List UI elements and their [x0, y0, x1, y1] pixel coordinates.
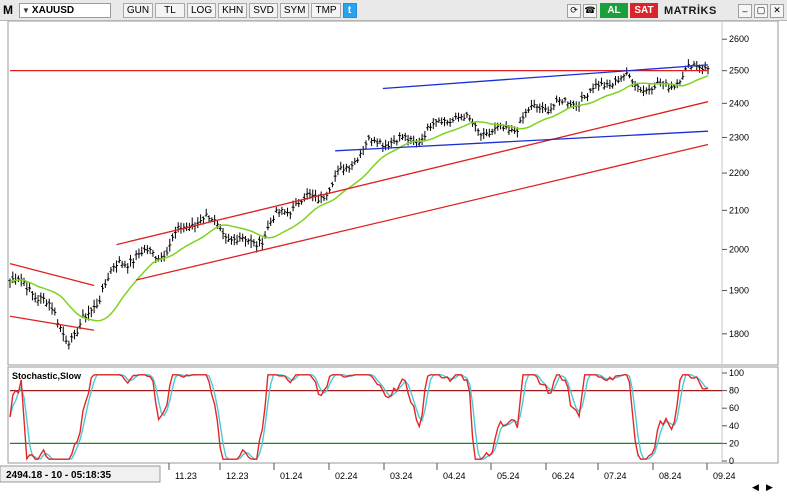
restore-icon[interactable]: ▢: [754, 3, 768, 18]
symbol-field[interactable]: ▼ XAUUSD: [19, 2, 111, 18]
stoch-tick-label: 0: [729, 456, 734, 466]
scroll-left-icon[interactable]: ◀: [752, 482, 759, 492]
downtrend-channel-top: [9, 262, 95, 287]
moving-average-line: [9, 75, 709, 322]
minimize-icon[interactable]: –: [738, 3, 752, 18]
stochastic-title: Stochastic,Slow: [12, 371, 82, 381]
log-button[interactable]: LOG: [187, 2, 217, 18]
x-tick-label: 08.24: [659, 471, 682, 481]
toolbar: M ▼ XAUUSD GUN TL LOG KHN SVD SYM TMP t …: [0, 0, 787, 21]
price-tick-label: 2100: [729, 205, 749, 215]
close-icon[interactable]: ✕: [770, 3, 784, 18]
stoch-tick-label: 40: [729, 421, 739, 431]
chart-area[interactable]: 2600 2500 2400 2300 2200 2100 2000 1900 1800 100 8…: [0, 21, 787, 498]
period-button-tl[interactable]: TL: [155, 2, 185, 18]
stoch-tick-label: 20: [729, 438, 739, 448]
x-tick-label: 01.24: [280, 471, 303, 481]
scroll-right-icon[interactable]: ▶: [766, 482, 773, 492]
price-tick-label: 2000: [729, 244, 749, 254]
x-tick-label: 04.24: [443, 471, 466, 481]
brand-logo: MATRİKS: [664, 4, 717, 17]
uptrend-channel-top: [116, 101, 709, 246]
stoch-k-line: [9, 374, 709, 461]
x-tick-label: 05.24: [497, 471, 520, 481]
buy-button[interactable]: AL: [600, 3, 628, 18]
x-tick-label: 02.24: [335, 471, 358, 481]
blue-resistance-line: [382, 64, 709, 90]
status-readout: 2494.18 - 10 - 05:18:35: [6, 470, 112, 481]
uptrend-channel-bottom: [135, 143, 709, 281]
chevron-down-icon: ▼: [22, 5, 30, 15]
price-panel-frame: [7, 21, 779, 366]
price-layer: [8, 59, 710, 350]
stochastic-panel-frame: [7, 366, 779, 464]
x-tick-label: 07.24: [604, 471, 627, 481]
price-tick-label: 2200: [729, 168, 749, 178]
price-tick-label: 1900: [729, 286, 749, 296]
blue-support-line: [335, 130, 709, 152]
x-tick-label: 12.23: [226, 471, 249, 481]
downtrend-channel-bottom: [9, 315, 95, 331]
sell-button[interactable]: SAT: [630, 3, 658, 18]
period-button-gun[interactable]: GUN: [123, 2, 153, 18]
x-tick-label: 06.24: [552, 471, 575, 481]
price-tick-label: 2500: [729, 66, 749, 76]
x-tick-label: 09.24: [713, 471, 736, 481]
svd-button[interactable]: SVD: [249, 2, 278, 18]
x-tick-label: 11.23: [175, 471, 197, 481]
stoch-tick-label: 80: [729, 386, 739, 396]
refresh-icon[interactable]: ⟳: [567, 3, 581, 18]
axis-layer: 2600 2500 2400 2300 2200 2100 2000 1900 1800 100 8…: [168, 34, 749, 481]
khn-button[interactable]: KHN: [218, 2, 248, 18]
twitter-icon[interactable]: t: [342, 2, 357, 18]
price-tick-label: 2400: [729, 98, 749, 108]
stochastic-layer: [9, 374, 722, 461]
x-tick-label: 03.24: [390, 471, 413, 481]
app-logo: M: [3, 3, 13, 17]
stoch-tick-label: 100: [729, 368, 744, 378]
symbol-value: XAUUSD: [31, 4, 75, 16]
stoch-tick-label: 60: [729, 403, 739, 413]
price-tick-label: 2600: [729, 34, 749, 44]
status-readout-box: [0, 465, 161, 483]
phone-icon[interactable]: ☎: [583, 3, 597, 18]
price-tick-label: 1800: [729, 329, 749, 339]
tmp-button[interactable]: TMP: [311, 2, 341, 18]
sym-button[interactable]: SYM: [279, 2, 310, 18]
price-tick-label: 2300: [729, 132, 749, 142]
